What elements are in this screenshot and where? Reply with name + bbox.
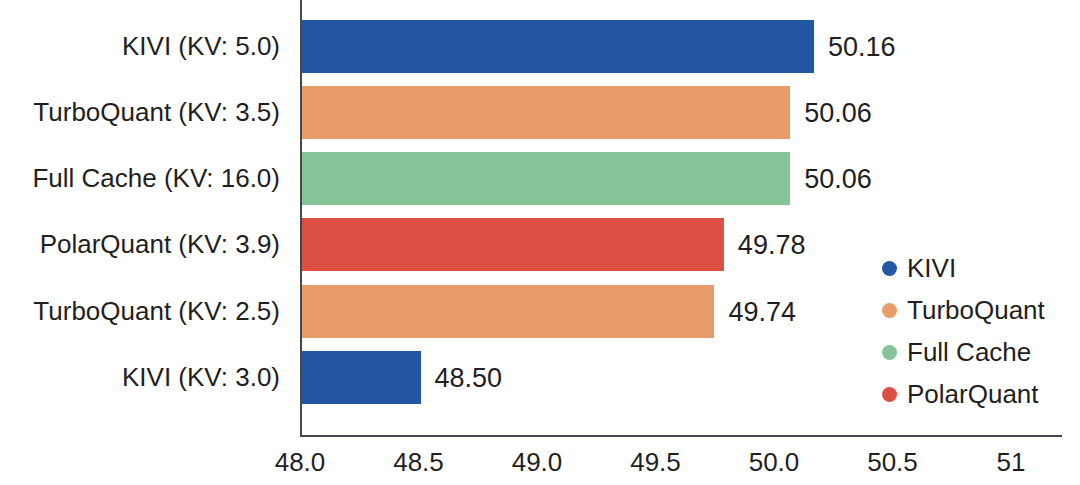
category-label: KIVI (KV: 3.0) [0,351,280,404]
legend-swatch-icon [882,303,897,318]
category-label: KIVI (KV: 5.0) [0,20,280,73]
legend-swatch-icon [882,387,897,402]
bar [302,86,790,139]
category-label: TurboQuant (KV: 3.5) [0,86,280,139]
x-tick-label: 49.0 [477,447,597,478]
bar-value-label: 49.74 [728,286,796,339]
bar [302,20,814,73]
bar-value-label: 50.06 [804,87,872,140]
x-tick-label: 51 [951,447,1071,478]
legend-item: Full Cache [882,339,1031,366]
bar-chart: KIVI (KV: 5.0) TurboQuant (KV: 3.5) Full C… [0,0,1080,485]
bar-value-label: 49.78 [738,219,806,272]
legend-swatch-icon [882,345,897,360]
plot-area: 50.16 50.06 50.06 49.78 49.74 48.50 [300,0,1062,437]
legend-label: Full Cache [907,337,1031,368]
legend-swatch-icon [882,261,897,276]
x-tick-label: 48.0 [240,447,360,478]
category-label: PolarQuant (KV: 3.9) [0,218,280,271]
x-tick-label: 50.5 [833,447,953,478]
legend-label: PolarQuant [907,379,1039,410]
bar-value-label: 50.16 [828,21,896,74]
legend-label: KIVI [907,253,956,284]
legend-item: PolarQuant [882,381,1039,408]
category-label: TurboQuant (KV: 2.5) [0,285,280,338]
bar-value-label: 50.06 [804,153,872,206]
bar [302,285,714,338]
legend-item: KIVI [882,255,956,282]
bar [302,218,724,271]
legend-label: TurboQuant [907,295,1045,326]
bar [302,351,421,404]
x-tick-label: 50.0 [714,447,834,478]
bar-value-label: 48.50 [435,352,503,405]
category-label: Full Cache (KV: 16.0) [0,152,280,205]
x-tick-label: 48.5 [359,447,479,478]
bar [302,152,790,205]
legend-item: TurboQuant [882,297,1045,324]
x-tick-label: 49.5 [596,447,716,478]
